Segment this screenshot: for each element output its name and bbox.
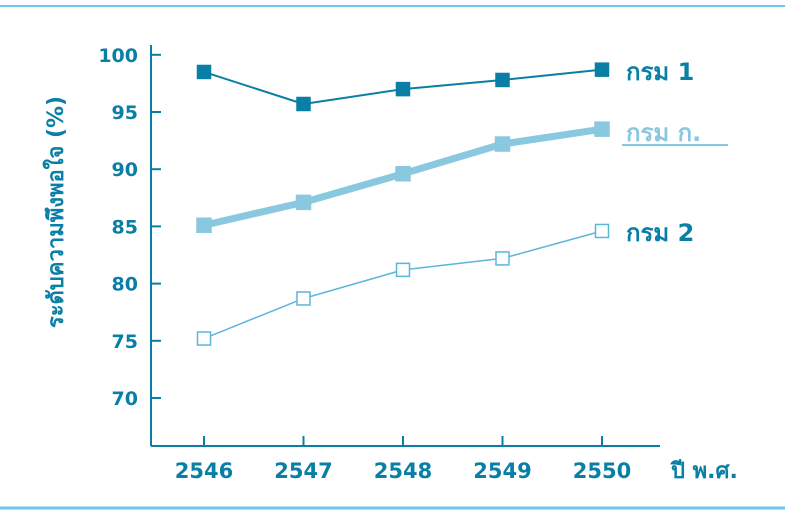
data-point-dept-1 — [594, 62, 610, 77]
data-point-dept-1 — [296, 96, 311, 112]
data-point-dept-1 — [495, 72, 510, 88]
data-point-dept-2 — [196, 331, 212, 346]
y-tick-label: 90 — [112, 159, 138, 181]
y-tick-label: 75 — [112, 331, 138, 353]
series-label-dept-kor: กรม ก. — [626, 119, 701, 147]
y-tick-label: 70 — [112, 388, 138, 410]
data-point-dept-kor — [594, 121, 610, 137]
data-point-dept-2 — [495, 251, 510, 266]
x-axis-label: ปี พ.ศ. — [670, 459, 738, 484]
data-point-dept-2 — [594, 223, 610, 239]
data-point-dept-kor — [395, 166, 411, 182]
data-point-dept-kor — [494, 136, 511, 152]
y-tick-label: 85 — [112, 216, 138, 238]
data-point-dept-1 — [196, 64, 212, 80]
y-tick-label: 100 — [98, 45, 138, 67]
y-axis-label: ระดับความพึงพอใจ (%) — [42, 96, 69, 328]
y-tick-label: 80 — [112, 274, 138, 296]
x-tick-label: 2548 — [374, 459, 432, 483]
x-tick-label: 2550 — [573, 459, 631, 483]
data-point-dept-kor — [295, 194, 312, 211]
data-point-dept-2 — [395, 262, 411, 278]
data-point-dept-2 — [296, 291, 311, 306]
series-label-dept-2: กรม 2 — [626, 219, 694, 247]
y-tick-label: 95 — [112, 102, 138, 124]
series-line-dept-2 — [203, 230, 603, 340]
data-point-dept-kor — [196, 217, 212, 234]
x-tick-label: 2547 — [274, 459, 332, 483]
x-tick-label: 2549 — [473, 459, 531, 483]
data-point-dept-1 — [395, 81, 411, 97]
x-tick-label: 2546 — [175, 459, 233, 483]
series-label-dept-1: กรม 1 — [626, 58, 694, 86]
